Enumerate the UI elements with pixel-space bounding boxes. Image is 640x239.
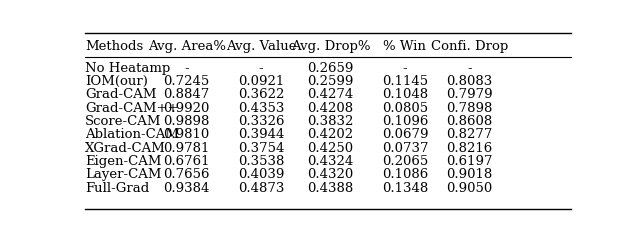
Text: IOM(our): IOM(our) xyxy=(85,75,148,88)
Text: Grad-CAM++: Grad-CAM++ xyxy=(85,102,179,115)
Text: 0.4324: 0.4324 xyxy=(307,155,354,168)
Text: 0.3754: 0.3754 xyxy=(238,142,284,155)
Text: 0.1096: 0.1096 xyxy=(381,115,428,128)
Text: 0.9898: 0.9898 xyxy=(163,115,210,128)
Text: 0.9781: 0.9781 xyxy=(163,142,210,155)
Text: 0.3326: 0.3326 xyxy=(238,115,284,128)
Text: 0.3538: 0.3538 xyxy=(238,155,284,168)
Text: 0.9810: 0.9810 xyxy=(163,128,210,141)
Text: 0.8847: 0.8847 xyxy=(163,88,210,101)
Text: 0.2599: 0.2599 xyxy=(307,75,354,88)
Text: 0.9920: 0.9920 xyxy=(163,102,210,115)
Text: Ablation-CAM: Ablation-CAM xyxy=(85,128,179,141)
Text: -: - xyxy=(467,62,472,75)
Text: 0.4250: 0.4250 xyxy=(307,142,353,155)
Text: Confi. Drop: Confi. Drop xyxy=(431,40,508,53)
Text: Methods: Methods xyxy=(85,40,143,53)
Text: 0.6197: 0.6197 xyxy=(446,155,493,168)
Text: 0.4873: 0.4873 xyxy=(238,182,284,195)
Text: 0.8083: 0.8083 xyxy=(446,75,493,88)
Text: 0.9384: 0.9384 xyxy=(163,182,210,195)
Text: Avg. Drop%: Avg. Drop% xyxy=(291,40,370,53)
Text: Layer-CAM: Layer-CAM xyxy=(85,168,161,181)
Text: 0.7656: 0.7656 xyxy=(163,168,210,181)
Text: 0.9018: 0.9018 xyxy=(446,168,493,181)
Text: 0.0737: 0.0737 xyxy=(381,142,428,155)
Text: 0.2659: 0.2659 xyxy=(307,62,354,75)
Text: 0.6761: 0.6761 xyxy=(163,155,210,168)
Text: -: - xyxy=(403,62,407,75)
Text: -: - xyxy=(184,62,189,75)
Text: 0.4353: 0.4353 xyxy=(238,102,284,115)
Text: 0.7898: 0.7898 xyxy=(446,102,493,115)
Text: Avg. Area%: Avg. Area% xyxy=(148,40,226,53)
Text: XGrad-CAM: XGrad-CAM xyxy=(85,142,166,155)
Text: % Win: % Win xyxy=(383,40,426,53)
Text: 0.8277: 0.8277 xyxy=(446,128,493,141)
Text: Grad-CAM: Grad-CAM xyxy=(85,88,156,101)
Text: No Heatamp: No Heatamp xyxy=(85,62,170,75)
Text: 0.7979: 0.7979 xyxy=(446,88,493,101)
Text: 0.4388: 0.4388 xyxy=(307,182,354,195)
Text: 0.3622: 0.3622 xyxy=(238,88,284,101)
Text: 0.0921: 0.0921 xyxy=(238,75,284,88)
Text: Full-Grad: Full-Grad xyxy=(85,182,149,195)
Text: 0.7245: 0.7245 xyxy=(163,75,210,88)
Text: Avg. Value: Avg. Value xyxy=(226,40,296,53)
Text: 0.4320: 0.4320 xyxy=(307,168,354,181)
Text: 0.9050: 0.9050 xyxy=(446,182,493,195)
Text: 0.4274: 0.4274 xyxy=(307,88,354,101)
Text: 0.0679: 0.0679 xyxy=(381,128,428,141)
Text: 0.1145: 0.1145 xyxy=(382,75,428,88)
Text: Eigen-CAM: Eigen-CAM xyxy=(85,155,161,168)
Text: 0.1348: 0.1348 xyxy=(381,182,428,195)
Text: 0.1048: 0.1048 xyxy=(382,88,428,101)
Text: 0.8608: 0.8608 xyxy=(446,115,493,128)
Text: 0.1086: 0.1086 xyxy=(381,168,428,181)
Text: 0.2065: 0.2065 xyxy=(381,155,428,168)
Text: 0.0805: 0.0805 xyxy=(382,102,428,115)
Text: 0.4039: 0.4039 xyxy=(238,168,284,181)
Text: 0.8216: 0.8216 xyxy=(446,142,493,155)
Text: -: - xyxy=(259,62,263,75)
Text: 0.4202: 0.4202 xyxy=(307,128,353,141)
Text: Score-CAM: Score-CAM xyxy=(85,115,161,128)
Text: 0.4208: 0.4208 xyxy=(307,102,353,115)
Text: 0.3944: 0.3944 xyxy=(238,128,284,141)
Text: 0.3832: 0.3832 xyxy=(307,115,354,128)
